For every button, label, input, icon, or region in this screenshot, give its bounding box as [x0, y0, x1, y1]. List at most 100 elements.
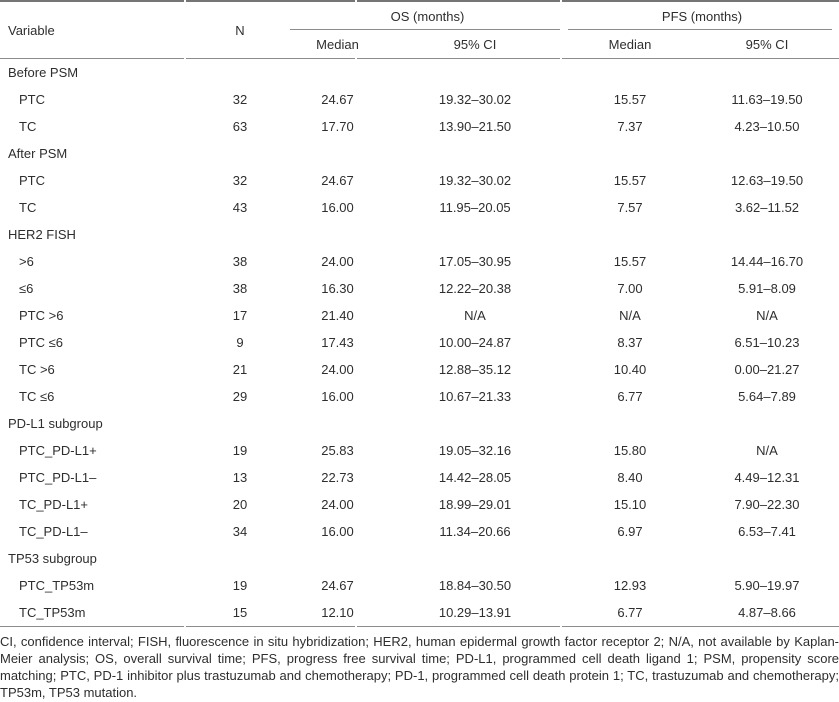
table-row: PTC ≤6 9 17.43 10.00–24.87 8.37 6.51–10.…: [0, 329, 839, 356]
cell-os-median: 24.67: [321, 92, 354, 107]
cell-pfs-ci: 5.91–8.09: [738, 281, 796, 296]
table-row: TC ≤6 29 16.00 10.67–21.33 6.77 5.64–7.8…: [0, 383, 839, 410]
cell-n: 34: [232, 524, 248, 539]
cell-os-median: 24.00: [321, 362, 354, 377]
cell-os-ci: 11.95–20.05: [439, 200, 511, 215]
cell-os-median: 24.67: [321, 173, 354, 188]
cell-os-ci: 17.05–30.95: [438, 254, 512, 269]
cell-pfs-ci: 0.00–21.27: [734, 362, 800, 377]
cell-pfs-median: 12.93: [613, 578, 647, 593]
table-section-row: Before PSM: [0, 59, 839, 86]
cell-n: 63: [232, 119, 248, 134]
cell-pfs-ci: 11.63–19.50: [731, 92, 803, 107]
table-body: Before PSM PTC 32 24.67 19.32–30.02 15.5…: [0, 59, 839, 626]
table-row: PTC 32 24.67 19.32–30.02 15.57 12.63–19.…: [0, 167, 839, 194]
header-bottom-rule: [0, 58, 839, 59]
table-section-row: TP53 subgroup: [0, 545, 839, 572]
table-row: PTC_PD-L1+ 19 25.83 19.05–32.16 15.80 N/…: [0, 437, 839, 464]
table-row: PTC_TP53m 19 24.67 18.84–30.50 12.93 5.9…: [0, 572, 839, 599]
cell-os-ci: 12.22–20.38: [438, 281, 512, 296]
table-section-row: After PSM: [0, 140, 839, 167]
cell-pfs-ci: 7.90–22.30: [734, 497, 800, 512]
cell-n: 38: [232, 281, 248, 296]
cell-pfs-median: 7.57: [617, 200, 643, 215]
cell-variable: PTC_PD-L1+: [19, 443, 97, 458]
section-label: TP53 subgroup: [8, 551, 97, 566]
cell-n: 21: [232, 362, 248, 377]
cell-pfs-ci: 6.53–7.41: [738, 524, 796, 539]
cell-os-median: 21.40: [321, 308, 354, 323]
cell-os-median: 17.70: [321, 119, 354, 134]
header-variable: Variable: [8, 22, 55, 38]
cell-variable: PTC >6: [19, 308, 64, 323]
cell-pfs-median: 7.00: [617, 281, 643, 296]
cell-variable: TC_TP53m: [19, 605, 86, 620]
cell-variable: ≤6: [19, 281, 34, 296]
table-top-rule: [0, 0, 839, 2]
table-row: >6 38 24.00 17.05–30.95 15.57 14.44–16.7…: [0, 248, 839, 275]
cell-pfs-ci: N/A: [756, 443, 778, 458]
header-pfs-median: Median: [608, 36, 652, 52]
cell-pfs-median: 6.77: [617, 389, 643, 404]
cell-pfs-median: 15.57: [613, 173, 647, 188]
cell-variable: TC_PD-L1+: [19, 497, 88, 512]
cell-pfs-median: 6.97: [617, 524, 643, 539]
cell-pfs-ci: 5.90–19.97: [734, 578, 800, 593]
header-n: N: [235, 22, 245, 38]
cell-os-ci: N/A: [464, 308, 486, 323]
cell-os-median: 16.00: [321, 389, 354, 404]
cell-pfs-median: 8.37: [617, 335, 643, 350]
cell-os-ci: 14.42–28.05: [438, 470, 512, 485]
table-row: ≤6 38 16.30 12.22–20.38 7.00 5.91–8.09: [0, 275, 839, 302]
cell-pfs-ci: 4.87–8.66: [738, 605, 796, 620]
cell-variable: PTC_TP53m: [19, 578, 95, 593]
cell-os-ci: 19.32–30.02: [438, 173, 512, 188]
cell-pfs-median: 15.57: [613, 92, 647, 107]
cell-pfs-ci: 14.44–16.70: [730, 254, 804, 269]
table-row: TC_PD-L1+ 20 24.00 18.99–29.01 15.10 7.9…: [0, 491, 839, 518]
section-label: PD-L1 subgroup: [8, 416, 103, 431]
cell-pfs-ci: 6.51–10.23: [734, 335, 800, 350]
cell-variable: TC: [19, 119, 37, 134]
table-row: PTC_PD-L1– 13 22.73 14.42–28.05 8.40 4.4…: [0, 464, 839, 491]
cell-pfs-median: 15.57: [613, 254, 647, 269]
table-row: PTC >6 17 21.40 N/A N/A N/A: [0, 302, 839, 329]
cell-n: 43: [232, 200, 248, 215]
cell-pfs-ci: N/A: [756, 308, 778, 323]
cell-pfs-median: N/A: [619, 308, 641, 323]
table-row: TC >6 21 24.00 12.88–35.12 10.40 0.00–21…: [0, 356, 839, 383]
table-row: PTC 32 24.67 19.32–30.02 15.57 11.63–19.…: [0, 86, 839, 113]
cell-n: 32: [232, 92, 248, 107]
cell-variable: TC ≤6: [19, 389, 55, 404]
table-row: TC 63 17.70 13.90–21.50 7.37 4.23–10.50: [0, 113, 839, 140]
cell-os-ci: 13.90–21.50: [438, 119, 512, 134]
cell-os-ci: 19.05–32.16: [438, 443, 512, 458]
cell-os-ci: 10.29–13.91: [438, 605, 512, 620]
cell-pfs-ci: 5.64–7.89: [738, 389, 796, 404]
cell-os-median: 22.73: [321, 470, 354, 485]
cell-pfs-median: 6.77: [617, 605, 643, 620]
cell-os-median: 24.00: [321, 254, 354, 269]
table-row: TC_TP53m 15 12.10 10.29–13.91 6.77 4.87–…: [0, 599, 839, 626]
cell-os-ci: 19.32–30.02: [438, 92, 512, 107]
cell-pfs-ci: 3.62–11.52: [734, 200, 800, 215]
cell-pfs-median: 15.10: [613, 497, 647, 512]
table-bottom-rule: [0, 626, 839, 627]
cell-pfs-ci: 12.63–19.50: [730, 173, 804, 188]
cell-n: 29: [232, 389, 248, 404]
cell-os-ci: 18.84–30.50: [438, 578, 512, 593]
cell-n: 20: [232, 497, 248, 512]
table-row: TC_PD-L1– 34 16.00 11.34–20.66 6.97 6.53…: [0, 518, 839, 545]
cell-pfs-median: 15.80: [613, 443, 647, 458]
cell-n: 19: [232, 443, 248, 458]
cell-variable: TC_PD-L1–: [19, 524, 88, 539]
header-os-group: OS (months): [290, 2, 565, 30]
cell-n: 13: [232, 470, 248, 485]
cell-n: 9: [236, 335, 244, 350]
abbreviations-footnote: CI, confidence interval; FISH, fluoresce…: [0, 634, 839, 700]
cell-pfs-ci: 4.49–12.31: [734, 470, 800, 485]
cell-os-median: 25.83: [321, 443, 354, 458]
cell-os-median: 12.10: [321, 605, 354, 620]
header-os-ci: 95% CI: [453, 36, 497, 52]
cell-n: 19: [232, 578, 248, 593]
